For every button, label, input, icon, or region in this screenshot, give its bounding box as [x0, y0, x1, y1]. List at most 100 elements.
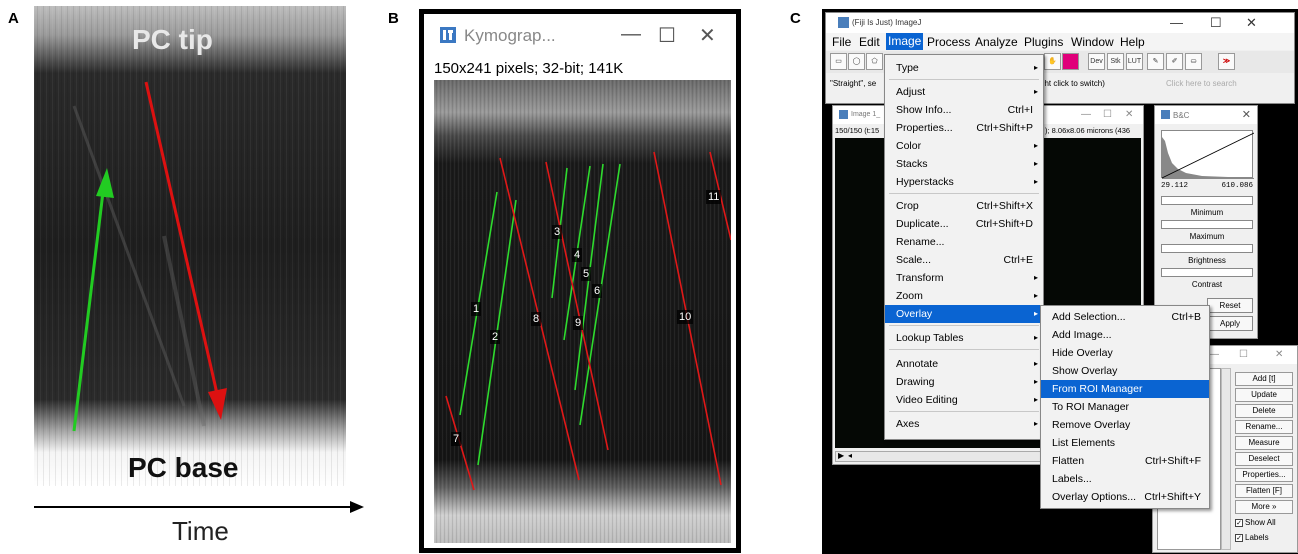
- imagej-minimize-button[interactable]: —: [1170, 15, 1183, 30]
- overlay-menu-item-remove-overlay[interactable]: Remove Overlay: [1041, 416, 1209, 434]
- menu-item-label: Scale...: [896, 254, 932, 266]
- color-picker-icon[interactable]: [1062, 53, 1079, 70]
- maximum-slider[interactable]: [1161, 220, 1253, 229]
- image-menu-item-adjust[interactable]: Adjust ▸: [885, 83, 1043, 101]
- menu-plugins[interactable]: Plugins: [1024, 35, 1064, 49]
- rectangle-tool-icon[interactable]: ▭: [830, 53, 847, 70]
- roi-add-button[interactable]: Add [t]: [1235, 372, 1293, 386]
- image-menu-item-axes[interactable]: Axes ▸: [885, 415, 1043, 433]
- show-all-checkbox[interactable]: ✓ Show All: [1235, 518, 1276, 527]
- brightness-slider[interactable]: [1161, 244, 1253, 253]
- bc-titlebar[interactable]: B&C ✕: [1155, 106, 1257, 124]
- menu-item-shortcut: Ctrl+Shift+F: [1144, 455, 1201, 467]
- image-menu-item-show-info[interactable]: Show Info... Ctrl+I: [885, 101, 1043, 119]
- labels-checkbox[interactable]: ✓ Labels: [1235, 533, 1269, 542]
- image-window-minimize[interactable]: —: [1081, 109, 1091, 120]
- menu-image[interactable]: Image: [886, 33, 924, 50]
- roi-more-button[interactable]: More »: [1235, 500, 1293, 514]
- lut-tool-button[interactable]: LUT: [1126, 53, 1143, 70]
- overlay-menu-item-hide-overlay[interactable]: Hide Overlay: [1041, 344, 1209, 362]
- imagej-titlebar[interactable]: (Fiji Is Just) ImageJ — ☐ ✕: [826, 13, 1294, 33]
- hist-max-value: 610.086: [1221, 182, 1253, 190]
- retrograde-arrowhead: [208, 388, 227, 420]
- pencil-tool-icon[interactable]: ✎: [1147, 53, 1164, 70]
- close-button[interactable]: ✕: [699, 25, 716, 47]
- contrast-slider[interactable]: [1161, 268, 1253, 277]
- roi-deselect-button[interactable]: Deselect: [1235, 452, 1293, 466]
- image-menu-item-properties[interactable]: Properties... Ctrl+Shift+P: [885, 119, 1043, 137]
- overlay-menu-item-to-roi-manager[interactable]: To ROI Manager: [1041, 398, 1209, 416]
- image-window-close[interactable]: ✕: [1125, 109, 1134, 120]
- image-menu-item-zoom[interactable]: Zoom ▸: [885, 287, 1043, 305]
- retrograde-arrow: [144, 81, 220, 399]
- flood-fill-tool-icon[interactable]: ⛀: [1185, 53, 1202, 70]
- image-menu-item-stacks[interactable]: Stacks ▸: [885, 155, 1043, 173]
- more-tools-icon[interactable]: ≫: [1218, 53, 1235, 70]
- image-menu-item-crop[interactable]: Crop Ctrl+Shift+X: [885, 197, 1043, 215]
- menu-item-label: Transform: [896, 272, 944, 284]
- image-menu-item-annotate[interactable]: Annotate ▸: [885, 355, 1043, 373]
- minimize-button[interactable]: —: [621, 23, 641, 45]
- roi-delete-button[interactable]: Delete: [1235, 404, 1293, 418]
- overlay-menu-item-flatten[interactable]: Flatten Ctrl+Shift+F: [1041, 452, 1209, 470]
- overlay-menu-item-from-roi-manager[interactable]: From ROI Manager: [1041, 380, 1209, 398]
- overlay-menu-item-add-image[interactable]: Add Image...: [1041, 326, 1209, 344]
- hand-tool-icon[interactable]: ✋: [1044, 53, 1061, 70]
- stk-tool-button[interactable]: Stk: [1107, 53, 1124, 70]
- overlay-menu-item-overlay-options[interactable]: Overlay Options... Ctrl+Shift+Y: [1041, 488, 1209, 506]
- roi-list-scrollbar[interactable]: [1221, 368, 1231, 550]
- kymograph-titlebar[interactable]: Kymograp... — ☐ ✕: [424, 14, 736, 56]
- image-menu-item-lookup-tables[interactable]: Lookup Tables ▸: [885, 329, 1043, 347]
- image-menu-item-video-editing[interactable]: Video Editing ▸: [885, 391, 1043, 409]
- overlay-menu-item-list-elements[interactable]: List Elements: [1041, 434, 1209, 452]
- image-menu-item-drawing[interactable]: Drawing ▸: [885, 373, 1043, 391]
- menu-window[interactable]: Window: [1071, 35, 1114, 49]
- scroll-left-icon[interactable]: ◂: [848, 451, 853, 460]
- bc-close-icon[interactable]: ✕: [1241, 109, 1251, 121]
- roi-measure-button[interactable]: Measure: [1235, 436, 1293, 450]
- dev-tool-button[interactable]: Dev: [1088, 53, 1105, 70]
- menu-item-label: To ROI Manager: [1052, 401, 1130, 413]
- image-menu-item-scale[interactable]: Scale... Ctrl+E: [885, 251, 1043, 269]
- kymograph-canvas[interactable]: 1 2 3 4 5 6 7 8 9 10 11: [434, 80, 731, 543]
- brush-tool-icon[interactable]: ✐: [1166, 53, 1183, 70]
- image-menu-item-hyperstacks[interactable]: Hyperstacks ▸: [885, 173, 1043, 191]
- image-window-maximize[interactable]: ☐: [1103, 109, 1112, 120]
- overlay-menu-item-show-overlay[interactable]: Show Overlay: [1041, 362, 1209, 380]
- histogram-plot: [1161, 132, 1255, 179]
- maximize-button[interactable]: ☐: [658, 25, 676, 47]
- roi-properties-button[interactable]: Properties...: [1235, 468, 1293, 482]
- menu-analyze[interactable]: Analyze: [975, 35, 1018, 49]
- panel-letter-a: A: [8, 10, 19, 27]
- roi-update-button[interactable]: Update: [1235, 388, 1293, 402]
- image-menu-item-type[interactable]: Type ▸: [885, 59, 1043, 77]
- overlay-menu-item-add-selection[interactable]: Add Selection... Ctrl+B: [1041, 308, 1209, 326]
- roi-close-button[interactable]: ✕: [1275, 349, 1284, 360]
- image-menu-item-rename[interactable]: Rename...: [885, 233, 1043, 251]
- minimum-slider[interactable]: [1161, 196, 1253, 205]
- image-menu-item-transform[interactable]: Transform ▸: [885, 269, 1043, 287]
- image-menu-item-duplicate[interactable]: Duplicate... Ctrl+Shift+D: [885, 215, 1043, 233]
- menu-help[interactable]: Help: [1120, 35, 1145, 49]
- roi-flatten-button[interactable]: Flatten [F]: [1235, 484, 1293, 498]
- oval-tool-icon[interactable]: ◯: [848, 53, 865, 70]
- time-arrowhead: [34, 501, 364, 513]
- play-icon[interactable]: ▶: [838, 451, 845, 460]
- roi-minimize-button[interactable]: —: [1209, 349, 1219, 360]
- menu-edit[interactable]: Edit: [859, 35, 880, 49]
- menu-process[interactable]: Process: [927, 35, 971, 49]
- image-menu-item-color[interactable]: Color ▸: [885, 137, 1043, 155]
- polygon-tool-icon[interactable]: ⬠: [866, 53, 883, 70]
- menu-item-label: Overlay Options...: [1052, 491, 1137, 503]
- overlay-menu-item-labels[interactable]: Labels...: [1041, 470, 1209, 488]
- apply-button[interactable]: Apply: [1207, 316, 1253, 331]
- menu-file[interactable]: File: [832, 35, 852, 49]
- reset-button[interactable]: Reset: [1207, 298, 1253, 313]
- roi-rename-button[interactable]: Rename...: [1235, 420, 1293, 434]
- roi-maximize-button[interactable]: ☐: [1239, 349, 1248, 360]
- imagej-maximize-button[interactable]: ☐: [1210, 15, 1222, 30]
- imagej-close-button[interactable]: ✕: [1246, 15, 1257, 30]
- image-menu-item-overlay[interactable]: Overlay ▸: [885, 305, 1043, 323]
- image-window-title: Image 1_: [851, 111, 881, 118]
- search-field[interactable]: Click here to search: [1166, 79, 1237, 88]
